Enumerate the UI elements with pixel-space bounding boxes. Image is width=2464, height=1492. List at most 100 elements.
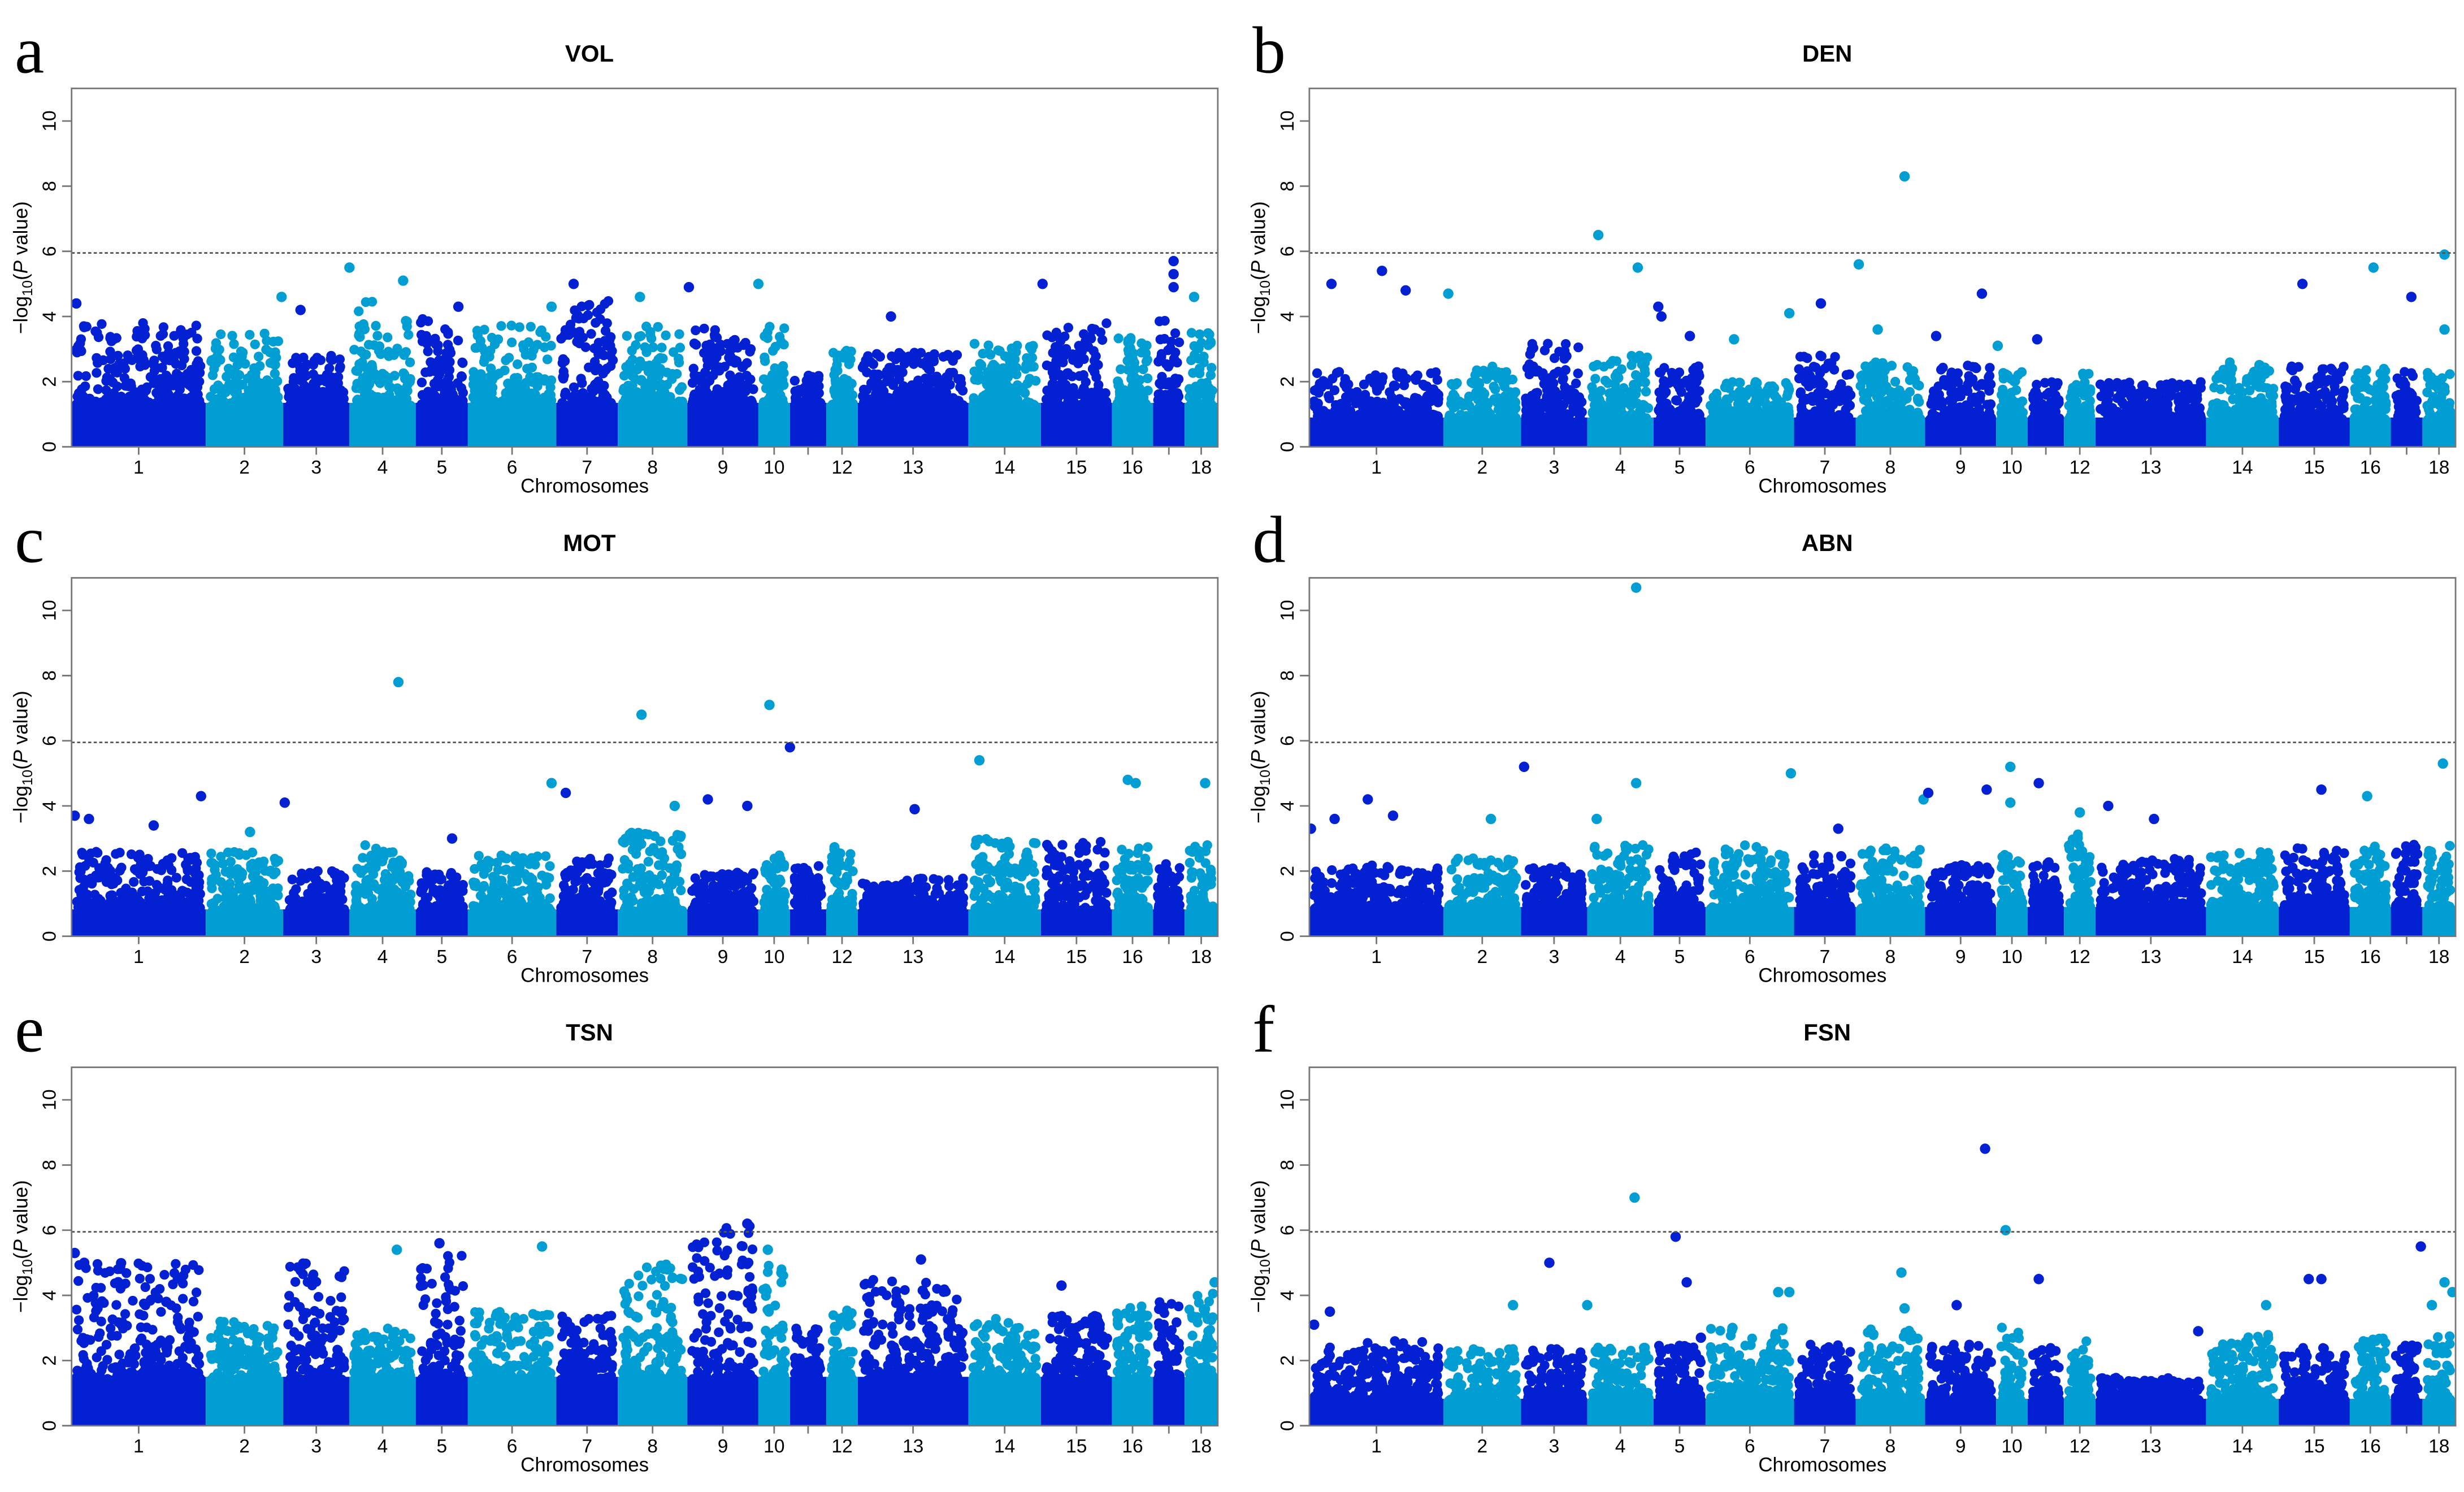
x-tick-label: 3 xyxy=(1549,457,1560,478)
snp-point xyxy=(1168,387,1178,397)
snp-point xyxy=(1467,378,1477,388)
snp-point xyxy=(77,849,88,860)
snp-point xyxy=(2112,406,2123,417)
y-tick-label: 0 xyxy=(1277,441,1298,452)
snp-point xyxy=(583,310,593,320)
snp-point xyxy=(842,389,852,400)
snp-point xyxy=(1068,383,1078,393)
snp-point xyxy=(367,397,378,407)
snp-point xyxy=(2041,405,2051,415)
snp-point xyxy=(2102,387,2112,397)
snp-point xyxy=(1000,351,1010,361)
snp-point xyxy=(605,335,615,345)
snp-point xyxy=(899,359,910,369)
snp-point xyxy=(1186,328,1197,338)
snp-point xyxy=(209,363,219,374)
x-tick-label: 2 xyxy=(1477,457,1487,478)
snp-point xyxy=(658,353,668,363)
snp-point xyxy=(1637,354,1647,365)
snp-point xyxy=(2310,380,2320,390)
snp-point xyxy=(1446,398,1456,409)
snp-point xyxy=(1402,374,1412,384)
snp-point xyxy=(948,393,958,403)
x-tick-label: 12 xyxy=(831,457,852,478)
top-hit-point xyxy=(546,301,557,312)
y-tick-label: 4 xyxy=(1277,311,1298,322)
snp-point xyxy=(2401,404,2412,414)
snp-point xyxy=(179,346,189,357)
snp-point xyxy=(1795,352,1806,362)
snp-point xyxy=(2178,381,2189,392)
top-hit-point xyxy=(1931,331,1942,341)
chart-title: MOT xyxy=(563,530,615,556)
chart-title: VOL xyxy=(565,40,614,67)
snp-point xyxy=(1891,414,1901,424)
snp-point xyxy=(989,382,999,393)
snp-point xyxy=(1539,345,1550,355)
snp-point xyxy=(917,400,927,411)
snp-point xyxy=(691,325,701,336)
snp-point xyxy=(2436,392,2446,402)
snp-point xyxy=(135,849,145,860)
top-hit-point xyxy=(1853,259,1864,270)
snp-point xyxy=(2362,411,2372,422)
snp-point xyxy=(1694,410,1704,420)
snp-point xyxy=(1609,409,1619,420)
snp-point xyxy=(113,400,123,410)
y-label-italic: P xyxy=(1248,260,1270,274)
snp-point xyxy=(210,400,221,410)
snp-point xyxy=(559,371,569,381)
snp-point xyxy=(1907,370,1918,380)
snp-point xyxy=(1985,363,1995,373)
snp-point xyxy=(929,355,939,365)
top-hit-point xyxy=(2032,334,2042,345)
snp-point xyxy=(190,383,201,393)
snp-point xyxy=(868,359,879,370)
snp-point xyxy=(2162,405,2172,415)
x-tick-label: 16 xyxy=(2360,457,2381,478)
snp-point xyxy=(705,339,715,350)
snp-point xyxy=(302,400,312,410)
top-hit-point xyxy=(635,292,645,302)
snp-point xyxy=(583,301,593,311)
snp-point xyxy=(500,365,510,376)
snp-point xyxy=(1953,413,1963,423)
snp-point xyxy=(1558,373,1568,384)
snp-point xyxy=(1781,414,1791,424)
x-tick-label: 5 xyxy=(1675,457,1685,478)
snp-point xyxy=(483,377,494,388)
snp-point xyxy=(1003,400,1014,410)
snp-point xyxy=(358,320,369,331)
top-hit-point xyxy=(1168,268,1179,280)
snp-point xyxy=(1143,385,1153,396)
x-tick-label: 6 xyxy=(507,457,518,478)
snp-point xyxy=(1751,393,1762,403)
snp-point xyxy=(927,400,938,411)
top-hit-point xyxy=(1168,255,1179,267)
snp-point xyxy=(1195,368,1205,379)
y-label-text: ( xyxy=(10,274,32,280)
snp-point xyxy=(2041,390,2051,400)
top-hit-point xyxy=(1037,279,1048,289)
snp-point xyxy=(510,389,520,400)
snp-point xyxy=(119,373,129,383)
y-tick-label: 4 xyxy=(40,311,60,322)
snp-point xyxy=(873,369,883,380)
snp-point xyxy=(352,395,362,406)
snp-point xyxy=(1130,363,1140,374)
y-label-text: value) xyxy=(1248,201,1270,261)
snp-point xyxy=(926,375,936,385)
snp-point xyxy=(1815,398,1825,408)
snp-point xyxy=(1654,405,1664,415)
snp-point xyxy=(268,336,279,347)
snp-point xyxy=(779,340,789,350)
top-hit-point xyxy=(1872,324,1883,335)
snp-point xyxy=(1365,396,1376,406)
snp-point xyxy=(484,352,494,362)
y-label-italic: P xyxy=(10,260,32,274)
snp-point xyxy=(2078,371,2089,381)
snp-point xyxy=(574,339,585,349)
snp-point xyxy=(1174,337,1185,348)
snp-point xyxy=(138,318,148,328)
snp-point xyxy=(354,330,364,341)
